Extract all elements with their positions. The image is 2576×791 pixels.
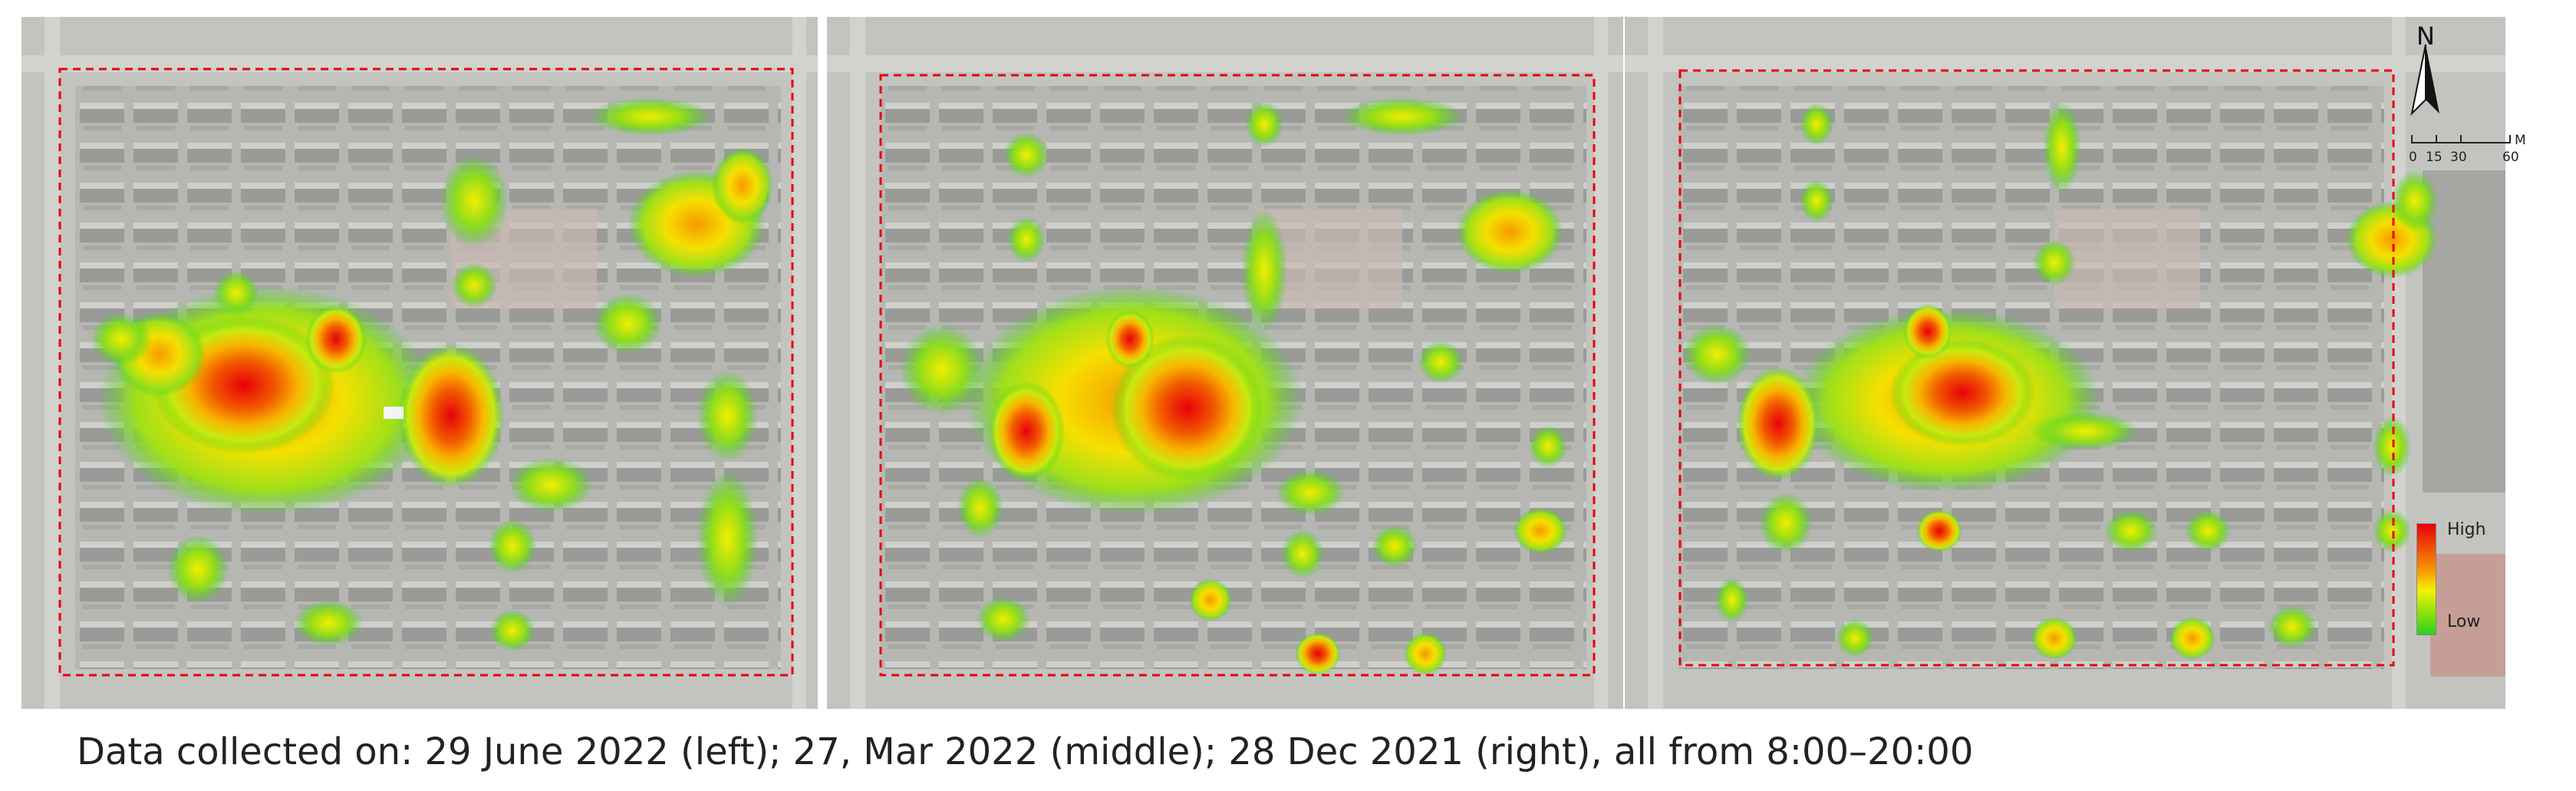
basemap-left [21, 17, 818, 709]
scale-tick: 15 [2426, 150, 2443, 165]
heat-blobs-right [1682, 101, 2438, 660]
study-area-boundary [58, 68, 794, 677]
figure-caption: Data collected on: 29 June 2022 (left); … [77, 730, 1974, 773]
basemap-right [1625, 17, 2505, 709]
heatmap-panel-middle [827, 17, 1623, 709]
basemap-middle [827, 17, 1623, 709]
scale-unit: M [2515, 133, 2526, 148]
scale-tick: 0 [2409, 150, 2417, 165]
north-arrow-icon [2410, 44, 2439, 117]
heat-blobs-middle [900, 97, 1567, 675]
scale-tick: 30 [2450, 150, 2467, 165]
scale-bar-graphic: 0 15 30 60 M [2409, 133, 2526, 165]
heatmap-panel-right [1625, 17, 2505, 709]
legend-high-label: High [2447, 520, 2486, 539]
north-label: N [2416, 21, 2435, 51]
legend-color-ramp [2416, 523, 2436, 635]
heat-blobs-left [91, 97, 773, 652]
heatmap-panel-left [21, 17, 818, 709]
legend-low-label: Low [2447, 612, 2481, 631]
study-area-boundary [1678, 69, 2395, 667]
study-area-boundary [879, 74, 1596, 677]
scale-bar: 0 15 30 60 M [2407, 127, 2545, 166]
scale-tick: 60 [2502, 150, 2519, 165]
